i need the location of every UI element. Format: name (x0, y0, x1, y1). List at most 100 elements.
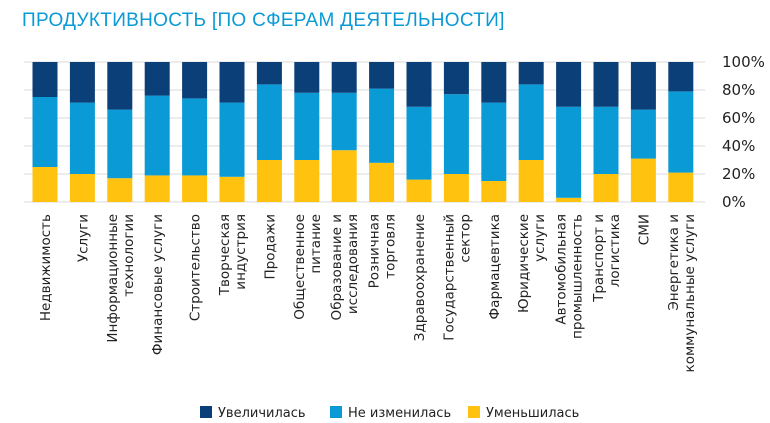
bar-group (630, 62, 656, 202)
bar-segment-increased (556, 62, 582, 107)
bar-segment-decreased (668, 172, 694, 202)
bar-group (182, 62, 208, 202)
bar-segment-unchanged (32, 97, 58, 167)
x-category-label: Фармацевтика (487, 214, 503, 319)
bar-segment-decreased (182, 175, 208, 202)
x-category-label: Недвижимость (38, 214, 54, 321)
x-category-label-line: Строительство (188, 214, 204, 321)
x-category-label-line: индустрия (233, 214, 249, 290)
bar-segment-decreased (294, 160, 320, 202)
bar-segment-decreased (481, 181, 507, 202)
bar-group (443, 62, 469, 202)
legend-item: Увеличилась (200, 406, 306, 421)
bar-segment-increased (406, 62, 432, 107)
bar-segment-decreased (219, 176, 245, 202)
bar-segment-increased (369, 62, 395, 89)
bar-group (69, 62, 95, 202)
y-tick-label: 0% (722, 193, 746, 211)
legend-label: Уменьшилась (486, 406, 579, 421)
x-category-label-line: Общественное (292, 214, 308, 320)
x-category-label-line: Здравоохранение (412, 214, 428, 341)
y-tick-label: 20% (722, 165, 755, 183)
bar-segment-increased (593, 62, 619, 107)
bar-segment-unchanged (107, 109, 133, 179)
bar-group (294, 62, 320, 202)
bar-segment-unchanged (518, 84, 544, 160)
y-axis-ticks: 0% 20% 40% 60% 80% 100% (722, 53, 765, 211)
bar-group (32, 62, 58, 202)
x-category-label: Автомобильная промышленность (554, 214, 586, 339)
x-category-label: Образование и исследования (329, 214, 361, 320)
x-category-label-line: Государственный (441, 214, 457, 341)
x-category-label: Строительство (188, 214, 204, 321)
x-category-label-line: промышленность (570, 214, 586, 339)
legend: Увеличилась Не изменилась Уменьшилась (200, 406, 579, 421)
x-category-label: Информационные технологии (105, 214, 137, 343)
bar-group (668, 62, 694, 202)
bar-segment-increased (630, 62, 656, 110)
x-axis-labels: Недвижимость Услуги Информационные технолог… (38, 214, 698, 372)
x-category-label-line: услуги (532, 214, 548, 262)
y-tick-label: 100% (722, 53, 765, 71)
bar-group (481, 62, 507, 202)
bar-segment-decreased (443, 174, 469, 202)
bar-group (369, 62, 395, 202)
bar-segment-unchanged (369, 88, 395, 163)
legend-label: Увеличилась (218, 406, 306, 421)
bar-segment-unchanged (256, 84, 282, 160)
x-category-label-line: Информационные (105, 214, 121, 343)
bars (32, 62, 694, 202)
x-category-label-line: коммунальные услуги (682, 214, 698, 372)
bar-segment-unchanged (668, 91, 694, 173)
bar-segment-unchanged (593, 106, 619, 174)
gridlines (24, 61, 705, 203)
x-category-label: Финансовые услуги (150, 214, 166, 355)
bar-group (556, 62, 582, 202)
bar-group (518, 62, 544, 202)
x-category-label: Здравоохранение (412, 214, 428, 341)
x-category-label-line: сектор (457, 214, 473, 263)
x-category-label-line: Недвижимость (38, 214, 54, 321)
x-category-label: Общественное питание (292, 214, 324, 320)
bar-group (256, 62, 282, 202)
bar-segment-unchanged (630, 109, 656, 159)
bar-segment-unchanged (406, 106, 432, 180)
x-category-label-line: Юридические (516, 214, 532, 313)
x-category-label-line: технологии (121, 214, 137, 297)
x-category-label-line: Автомобильная (554, 214, 570, 325)
bar-segment-decreased (556, 197, 582, 202)
bar-segment-decreased (331, 150, 357, 202)
x-category-label: Энергетика и коммунальные услуги (666, 214, 698, 372)
legend-item: Уменьшилась (468, 406, 579, 421)
x-category-label-line: Образование и (329, 214, 345, 320)
bar-segment-decreased (32, 167, 58, 202)
bar-group (331, 62, 357, 202)
bar-segment-increased (182, 62, 208, 99)
bar-segment-decreased (518, 160, 544, 202)
bar-group (593, 62, 619, 202)
x-category-label: Творческая индустрия (217, 214, 249, 296)
bar-segment-increased (668, 62, 694, 92)
bar-segment-unchanged (556, 106, 582, 198)
x-category-label-line: Розничная (367, 214, 383, 288)
bar-segment-decreased (107, 178, 133, 202)
bar-segment-unchanged (219, 102, 245, 177)
x-category-label-line: исследования (345, 214, 361, 314)
bar-segment-unchanged (69, 102, 95, 174)
x-category-label-line: питание (308, 214, 324, 274)
x-category-label: Юридические услуги (516, 214, 548, 313)
legend-swatch (330, 406, 342, 418)
y-tick-label: 40% (722, 137, 755, 155)
bar-segment-decreased (369, 162, 395, 202)
y-tick-label: 60% (722, 109, 755, 127)
bar-segment-increased (481, 62, 507, 103)
x-category-label: СМИ (636, 214, 652, 245)
bar-segment-increased (256, 62, 282, 85)
x-category-label-line: Творческая (217, 214, 233, 296)
bar-segment-decreased (630, 158, 656, 202)
bar-segment-increased (518, 62, 544, 85)
x-category-label-line: Финансовые услуги (150, 214, 166, 355)
bar-group (406, 62, 432, 202)
x-category-label-line: Услуги (75, 214, 91, 262)
